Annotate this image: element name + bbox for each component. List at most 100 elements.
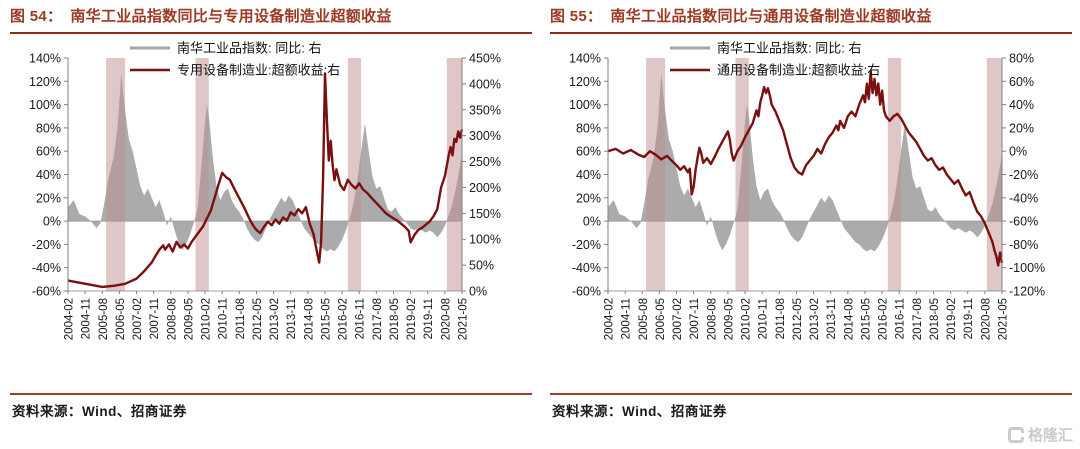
right-axis-tick-label: 100%: [469, 232, 501, 246]
excess-return-line-series: [607, 70, 1004, 267]
x-axis-tick-label: 2015-05: [320, 298, 332, 340]
right-axis-tick-label: 250%: [469, 155, 501, 169]
x-axis-tick-label: 2007-02: [672, 298, 684, 340]
left-axis-tick-label: 0%: [583, 214, 601, 228]
x-axis-tick-label: 2018-05: [929, 298, 941, 340]
left-axis-tick-label: -20%: [32, 237, 61, 251]
highlight-band: [646, 57, 666, 291]
x-axis-tick-label: 2010-11: [218, 298, 230, 339]
x-axis-tick-label: 2004-02: [604, 298, 616, 340]
left-axis-tick-label: 120%: [569, 74, 601, 88]
right-axis-tick-label: 50%: [469, 258, 494, 272]
figure-54-label: 图 54：: [10, 8, 63, 25]
x-axis-tick-label: 2007-02: [132, 298, 144, 340]
x-axis-tick-label: 2020-08: [440, 298, 452, 340]
left-axis-tick-label: 40%: [36, 168, 61, 182]
figure-55-title-text: 南华工业品指数同比与通用设备制造业超额收益: [610, 8, 932, 25]
x-axis-tick-label: 2011-08: [235, 298, 247, 339]
x-axis-tick-label: 2021-05: [458, 298, 470, 340]
figure-54-title-underline: [10, 31, 532, 34]
left-axis-tick-label: 80%: [576, 121, 601, 135]
x-axis-tick-label: 2016-02: [338, 298, 350, 340]
legend-label: 专用设备制造业:超额收益:右: [177, 62, 340, 77]
left-axis-tick-label: 20%: [576, 191, 601, 205]
right-axis-tick-label: 80%: [1009, 51, 1034, 65]
left-axis-tick-label: 40%: [576, 168, 601, 182]
x-axis-tick-label: 2021-05: [998, 298, 1010, 340]
x-axis-tick-label: 2007-11: [149, 298, 161, 339]
highlight-band: [347, 57, 362, 291]
left-axis-tick-label: 100%: [569, 98, 601, 112]
x-axis-tick-label: 2017-08: [912, 298, 924, 340]
x-axis-tick-label: 2019-11: [963, 298, 975, 339]
right-axis-tick-label: 150%: [469, 206, 501, 220]
legend-label: 南华工业品指数: 同比: 右: [177, 40, 321, 55]
figure-55-title: 图 55： 南华工业品指数同比与通用设备制造业超额收益: [550, 6, 1072, 29]
x-axis-tick-label: 2013-11: [826, 298, 838, 339]
x-axis-tick-label: 2010-02: [201, 298, 213, 340]
x-axis-tick-label: 2006-05: [115, 298, 127, 340]
figure-54-source: 资料来源：Wind、招商证券: [10, 392, 532, 420]
x-axis-tick-label: 2016-11: [895, 298, 907, 339]
x-axis-tick-label: 2010-02: [741, 298, 753, 340]
x-axis-tick-label: 2004-11: [621, 298, 633, 339]
figure-54-title-text: 南华工业品指数同比与专用设备制造业超额收益: [70, 8, 392, 25]
x-axis-tick-label: 2004-11: [81, 298, 93, 339]
x-axis-tick-label: 2007-11: [689, 298, 701, 339]
figure-55-panel: 图 55： 南华工业品指数同比与通用设备制造业超额收益 140% 120% 100% 8…: [540, 0, 1080, 449]
figure-54-chart: 140% 120% 100% 80% 60% 40% 20% 0% -20% -40% -60% 45…: [10, 36, 532, 390]
right-axis-tick-label: 20%: [1009, 121, 1034, 135]
left-axis-tick-label: 60%: [576, 144, 601, 158]
highlight-band: [195, 57, 209, 291]
x-axis-tick-label: 2012-05: [792, 298, 804, 340]
right-axis-tick-label: -100%: [1009, 261, 1045, 275]
right-axis-tick-label: 450%: [469, 51, 501, 65]
x-axis-tick-label: 2009-05: [723, 298, 735, 340]
highlight-band: [446, 57, 462, 291]
right-axis-tick-label: -120%: [1009, 284, 1045, 298]
left-axis-tick-label: 20%: [36, 191, 61, 205]
x-axis-tick-label: 2012-05: [252, 298, 264, 340]
x-axis-tick-label: 2019-11: [423, 298, 435, 339]
left-axis-tick-label: -20%: [572, 237, 601, 251]
highlight-band: [986, 57, 1002, 291]
left-axis-tick-label: -40%: [572, 261, 601, 275]
right-axis-tick-label: -60%: [1009, 214, 1038, 228]
x-axis-tick-label: 2013-02: [269, 298, 281, 340]
left-axis-tick-label: -40%: [32, 261, 61, 275]
x-axis-tick-label: 2014-08: [843, 298, 855, 340]
right-axis-tick-label: 0%: [469, 284, 487, 298]
figure-55-title-underline: [550, 31, 1072, 34]
legend-label: 通用设备制造业:超额收益:右: [717, 62, 880, 77]
right-axis-tick-label: 40%: [1009, 98, 1034, 112]
x-axis-tick-label: 2013-02: [809, 298, 821, 340]
right-axis-tick-label: 400%: [469, 77, 501, 91]
index-yoy-area-series: [68, 72, 462, 251]
highlight-band: [887, 57, 902, 291]
left-axis-tick-label: 0%: [43, 214, 61, 228]
highlight-band: [106, 57, 126, 291]
x-axis-tick-label: 2019-02: [946, 298, 958, 340]
x-axis-tick-label: 2016-11: [355, 298, 367, 339]
fig54-svg: 140% 120% 100% 80% 60% 40% 20% 0% -20% -40% -60% 45…: [29, 40, 501, 340]
gelonghui-watermark: 格隆汇: [1007, 424, 1073, 445]
gelonghui-logo-text: 格隆汇: [1027, 427, 1073, 444]
left-axis-tick-label: 120%: [29, 74, 61, 88]
left-axis-tick-label: 60%: [36, 144, 61, 158]
right-axis-tick-label: -40%: [1009, 191, 1038, 205]
right-axis-tick-label: -80%: [1009, 237, 1038, 251]
fig55-svg: 140% 120% 100% 80% 60% 40% 20% 0% -20% -40% -60% 80…: [569, 40, 1045, 340]
x-axis-tick-label: 2015-05: [860, 298, 872, 340]
x-axis-tick-label: 2018-05: [389, 298, 401, 340]
source-text: 资料来源：Wind、招商证券: [12, 403, 187, 419]
left-axis-tick-label: 100%: [29, 98, 61, 112]
highlight-band: [735, 57, 749, 291]
left-axis-tick-label: -60%: [572, 284, 601, 298]
figure-55-label: 图 55：: [550, 8, 603, 25]
right-axis-tick-label: 60%: [1009, 74, 1034, 88]
source-text: 资料来源：Wind、招商证券: [552, 403, 727, 419]
x-axis-tick-label: 2011-08: [775, 298, 787, 339]
figure-54-panel: 图 54： 南华工业品指数同比与专用设备制造业超额收益 140% 120% 100% 8…: [10, 8, 532, 420]
index-yoy-area-series: [608, 72, 1002, 251]
